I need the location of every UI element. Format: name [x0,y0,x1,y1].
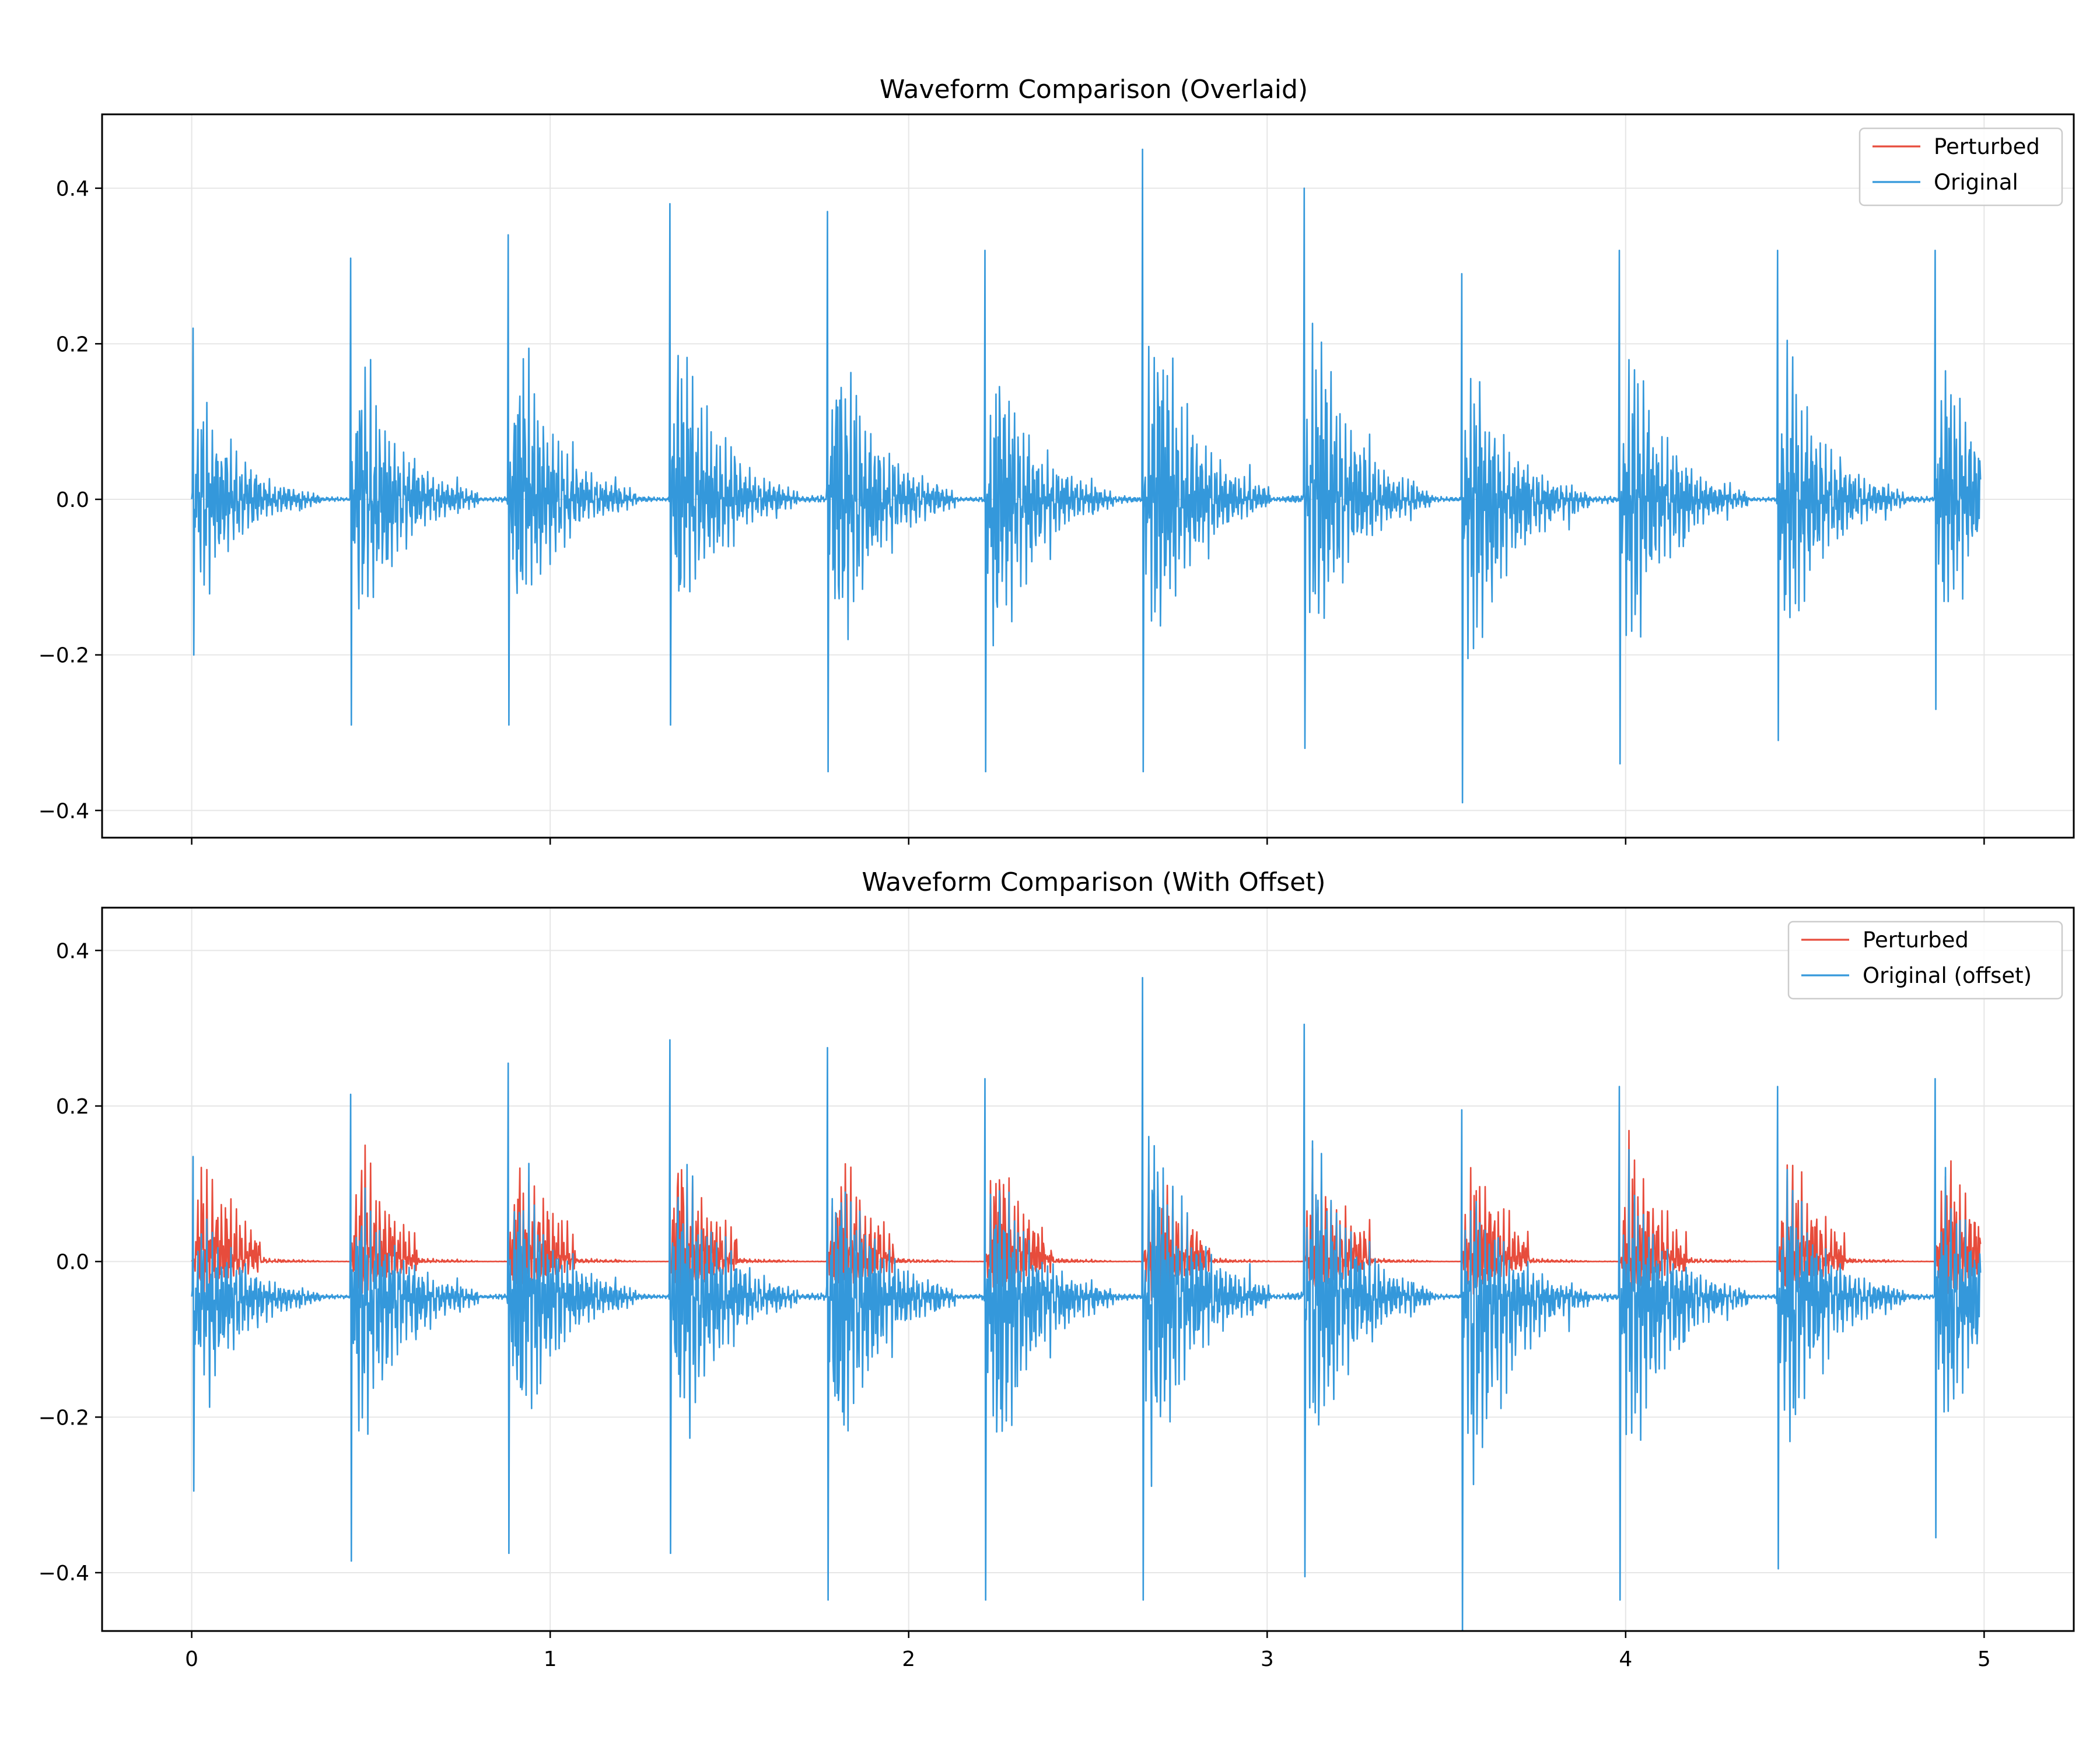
series-line-original [191,148,1982,804]
overlaid-chart-panel: Waveform Comparison (Overlaid) 0.4 0.2 0.0… [38,75,2075,845]
x-tick-label: 4 [1619,1647,1632,1671]
y-tick-label: 0.2 [56,1095,89,1119]
legend-label-original-offset: Original (offset) [1863,963,2032,988]
legend-box [1859,127,2063,206]
x-tick-label: 0 [185,1647,198,1671]
y-tick-label: 0.0 [56,488,89,512]
y-tick-label: 0.0 [56,1251,89,1275]
legend-label-perturbed: Perturbed [1863,928,1969,953]
x-tick-label: 5 [1978,1647,1991,1671]
legend-overlaid: Perturbed Original [1859,127,2063,206]
legend-offset: Perturbed Original (offset) [1787,921,2063,1000]
series-line-perturbed [191,1129,1982,1301]
x-axis-ticks-offset: 0 1 2 3 4 5 [185,1631,1991,1671]
y-axis-ticks-offset: 0.4 0.2 0.0 −0.2 −0.4 [38,939,102,1586]
chart-title-overlaid: Waveform Comparison (Overlaid) [880,75,1308,104]
x-axis-ticks-overlaid [191,838,1985,845]
series-lines-overlaid [191,148,1982,804]
y-tick-label: −0.2 [38,1406,89,1430]
series-line-original [191,977,1982,1631]
legend-label-perturbed: Perturbed [1934,134,2040,159]
chart-title-offset: Waveform Comparison (With Offset) [862,867,1325,897]
y-tick-label: −0.4 [38,799,89,823]
legend-box [1787,921,2063,1000]
series-lines-offset [191,977,1982,1631]
plot-frame-overlaid [101,113,2075,839]
offset-chart-panel: Waveform Comparison (With Offset) 0 1 2 3 4 5… [38,867,2075,1671]
y-tick-label: −0.4 [38,1562,89,1586]
y-tick-label: 0.2 [56,332,89,356]
legend-label-original: Original [1934,170,2018,195]
x-tick-label: 3 [1261,1647,1274,1671]
y-tick-label: 0.4 [56,177,89,201]
y-axis-ticks-overlaid: 0.4 0.2 0.0 −0.2 −0.4 [38,177,102,823]
x-tick-label: 2 [902,1647,915,1671]
x-tick-label: 1 [544,1647,557,1671]
plot-frame-offset [101,907,2075,1632]
y-tick-label: −0.2 [38,644,89,668]
y-tick-label: 0.4 [56,939,89,963]
